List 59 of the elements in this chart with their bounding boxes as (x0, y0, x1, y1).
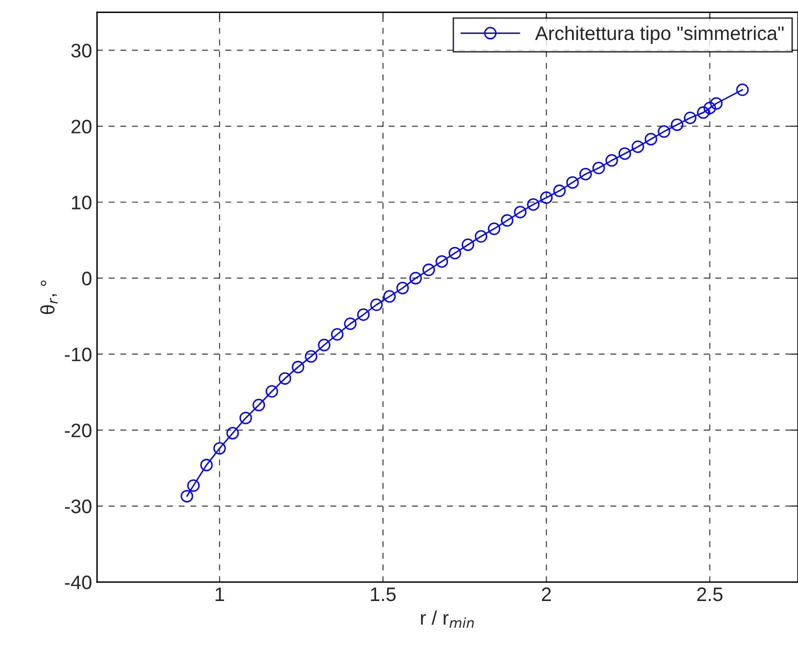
point (670, 118, 684, 131)
point (278, 372, 292, 385)
point (474, 230, 488, 243)
point (370, 298, 383, 312)
point (383, 290, 396, 303)
point (213, 442, 226, 455)
point (592, 162, 605, 174)
point (344, 318, 357, 330)
legend-label: Architettura tipo "simmetrica" (535, 26, 784, 44)
point (540, 191, 553, 204)
point (239, 412, 252, 424)
point (736, 84, 749, 96)
point (187, 479, 200, 492)
y-tick-label: -20 (64, 424, 92, 438)
point (200, 458, 213, 472)
point (605, 154, 618, 167)
y-axis-title: θ$_{r}$, ° (40, 280, 58, 314)
y-tick-label: 30 (71, 44, 92, 58)
point (553, 184, 566, 198)
point (318, 338, 330, 352)
point (658, 125, 670, 138)
point (448, 246, 462, 260)
point (409, 272, 422, 284)
point (704, 102, 716, 114)
x-tick-label: 2.5 (697, 587, 722, 602)
y-tick-label: 20 (72, 120, 92, 134)
point (488, 222, 500, 236)
point (579, 168, 592, 180)
y-tick-label: 10 (72, 196, 92, 210)
x-axis-title: r / r$_{min}$ (421, 610, 474, 628)
point (644, 132, 658, 146)
point (710, 97, 723, 110)
point (226, 426, 239, 440)
point (330, 328, 344, 341)
point (266, 385, 278, 398)
point (292, 360, 304, 374)
point (422, 264, 435, 276)
point (632, 140, 644, 153)
point (252, 398, 266, 412)
point (462, 238, 474, 251)
point (436, 255, 448, 268)
y-tick-label: 0 (82, 272, 92, 286)
point (500, 214, 514, 227)
y-tick-label: -30 (64, 500, 92, 514)
point (396, 282, 409, 294)
point (357, 308, 370, 321)
point (696, 106, 710, 119)
y-tick-label: -10 (64, 348, 92, 362)
point (566, 176, 579, 189)
x-tick-label: 1.5 (370, 588, 396, 602)
y-tick-label: -40 (64, 576, 92, 590)
point (684, 112, 696, 124)
point (304, 350, 318, 363)
point (618, 147, 632, 160)
point (514, 206, 526, 218)
x-tick-label: 1 (216, 588, 224, 601)
point (527, 198, 540, 211)
x-tick-label: 2 (542, 587, 551, 601)
point (180, 490, 194, 502)
